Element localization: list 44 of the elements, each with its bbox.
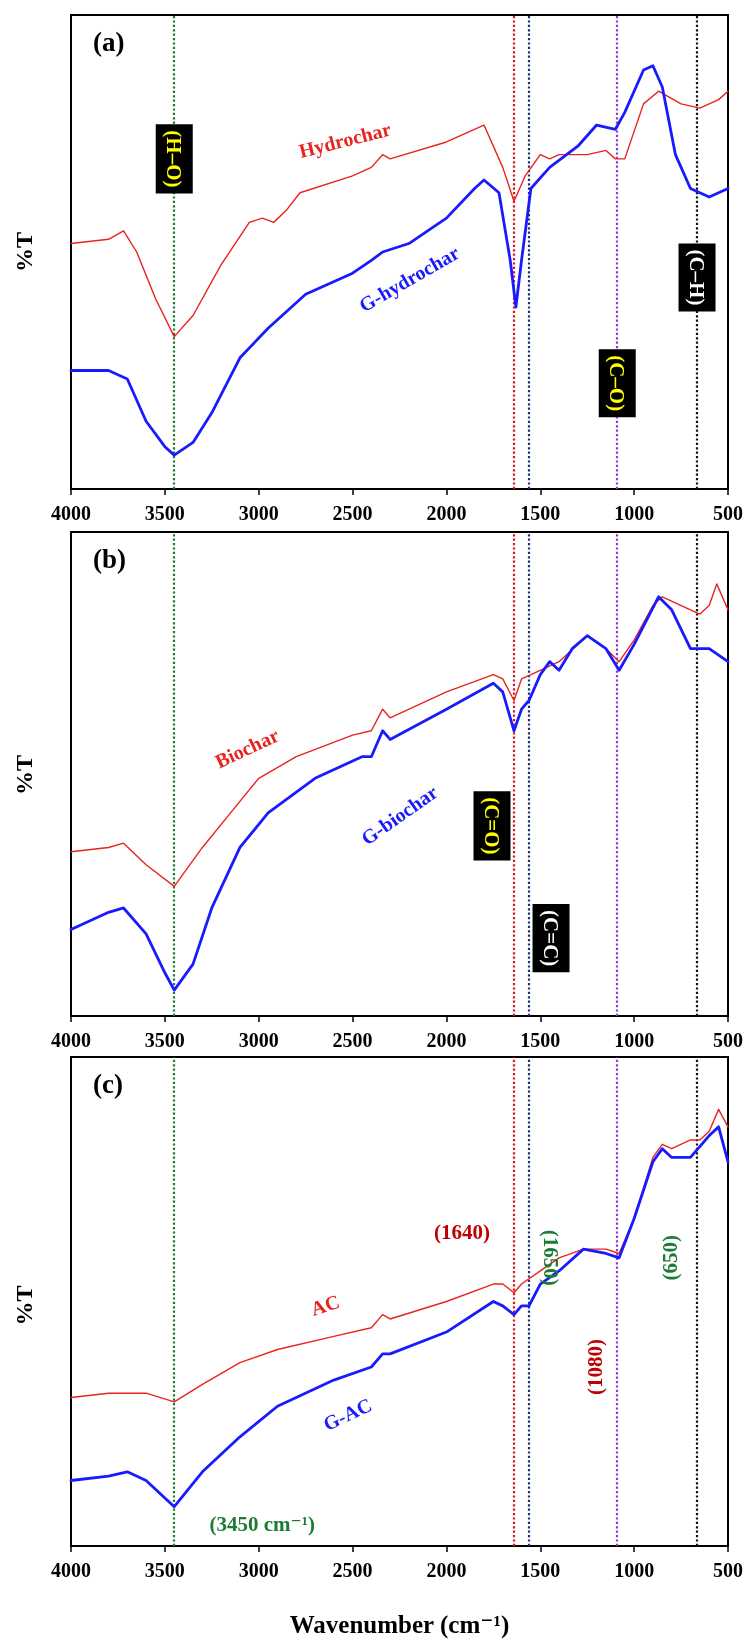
annotation: (650) — [658, 1235, 683, 1281]
x-tick-label: 3000 — [238, 1029, 279, 1051]
x-tick-label: 2500 — [332, 1029, 373, 1051]
x-tick-label: 500 — [713, 1559, 743, 1581]
x-tick-label: 4000 — [51, 502, 91, 524]
annotation: (C=C) — [539, 910, 564, 967]
x-tick-label: 2000 — [426, 1559, 467, 1581]
x-tick-label: 3000 — [238, 1559, 279, 1581]
x-tick-label: 1000 — [614, 1559, 655, 1581]
y-axis-title: %T — [11, 231, 37, 273]
x-tick-label: 4000 — [51, 1029, 91, 1051]
annotation: (C–O) — [605, 355, 630, 412]
chart-title: (c) — [93, 1068, 123, 1099]
x-tick-label: 2500 — [332, 502, 373, 524]
x-tick-label: 2000 — [426, 1029, 467, 1051]
x-tick-label: 1000 — [614, 1029, 655, 1051]
x-tick-label: 3500 — [144, 1029, 185, 1051]
x-tick-label: 1500 — [520, 502, 561, 524]
x-tick-label: 3500 — [144, 502, 185, 524]
x-tick-label: 2500 — [332, 1559, 373, 1581]
x-tick-label: 1500 — [520, 1029, 561, 1051]
x-tick-label: 500 — [713, 1029, 743, 1051]
text: AC — [308, 1289, 343, 1320]
x-tick-label: 2000 — [426, 502, 467, 524]
chart-title: (a) — [93, 26, 125, 57]
annotation: (1080) — [583, 1338, 608, 1395]
annotation: (C=O) — [480, 797, 505, 855]
x-tick-label: 500 — [713, 502, 743, 524]
annotation: (H–O) — [162, 130, 187, 188]
y-axis-title: %T — [11, 1285, 37, 1326]
annotation: (C–H) — [685, 249, 710, 306]
y-axis-title: %T — [11, 754, 37, 796]
x-tick-label: 1000 — [614, 502, 655, 524]
annotation: (3450 cm⁻¹) — [209, 1512, 315, 1537]
chart-title: (b) — [93, 543, 126, 574]
text: Hydrochar — [296, 117, 394, 163]
text: G-AC — [319, 1393, 376, 1435]
annotation: (1640) — [434, 1219, 491, 1244]
annotation: (1650) — [539, 1229, 564, 1286]
x-tick-label: 3000 — [238, 502, 279, 524]
x-tick-label: 1500 — [520, 1559, 561, 1581]
x-tick-label: 3500 — [144, 1559, 185, 1581]
x-tick-label: 4000 — [51, 1559, 91, 1581]
x-axis-title: Wavenumber (cm⁻¹) — [289, 1611, 510, 1639]
